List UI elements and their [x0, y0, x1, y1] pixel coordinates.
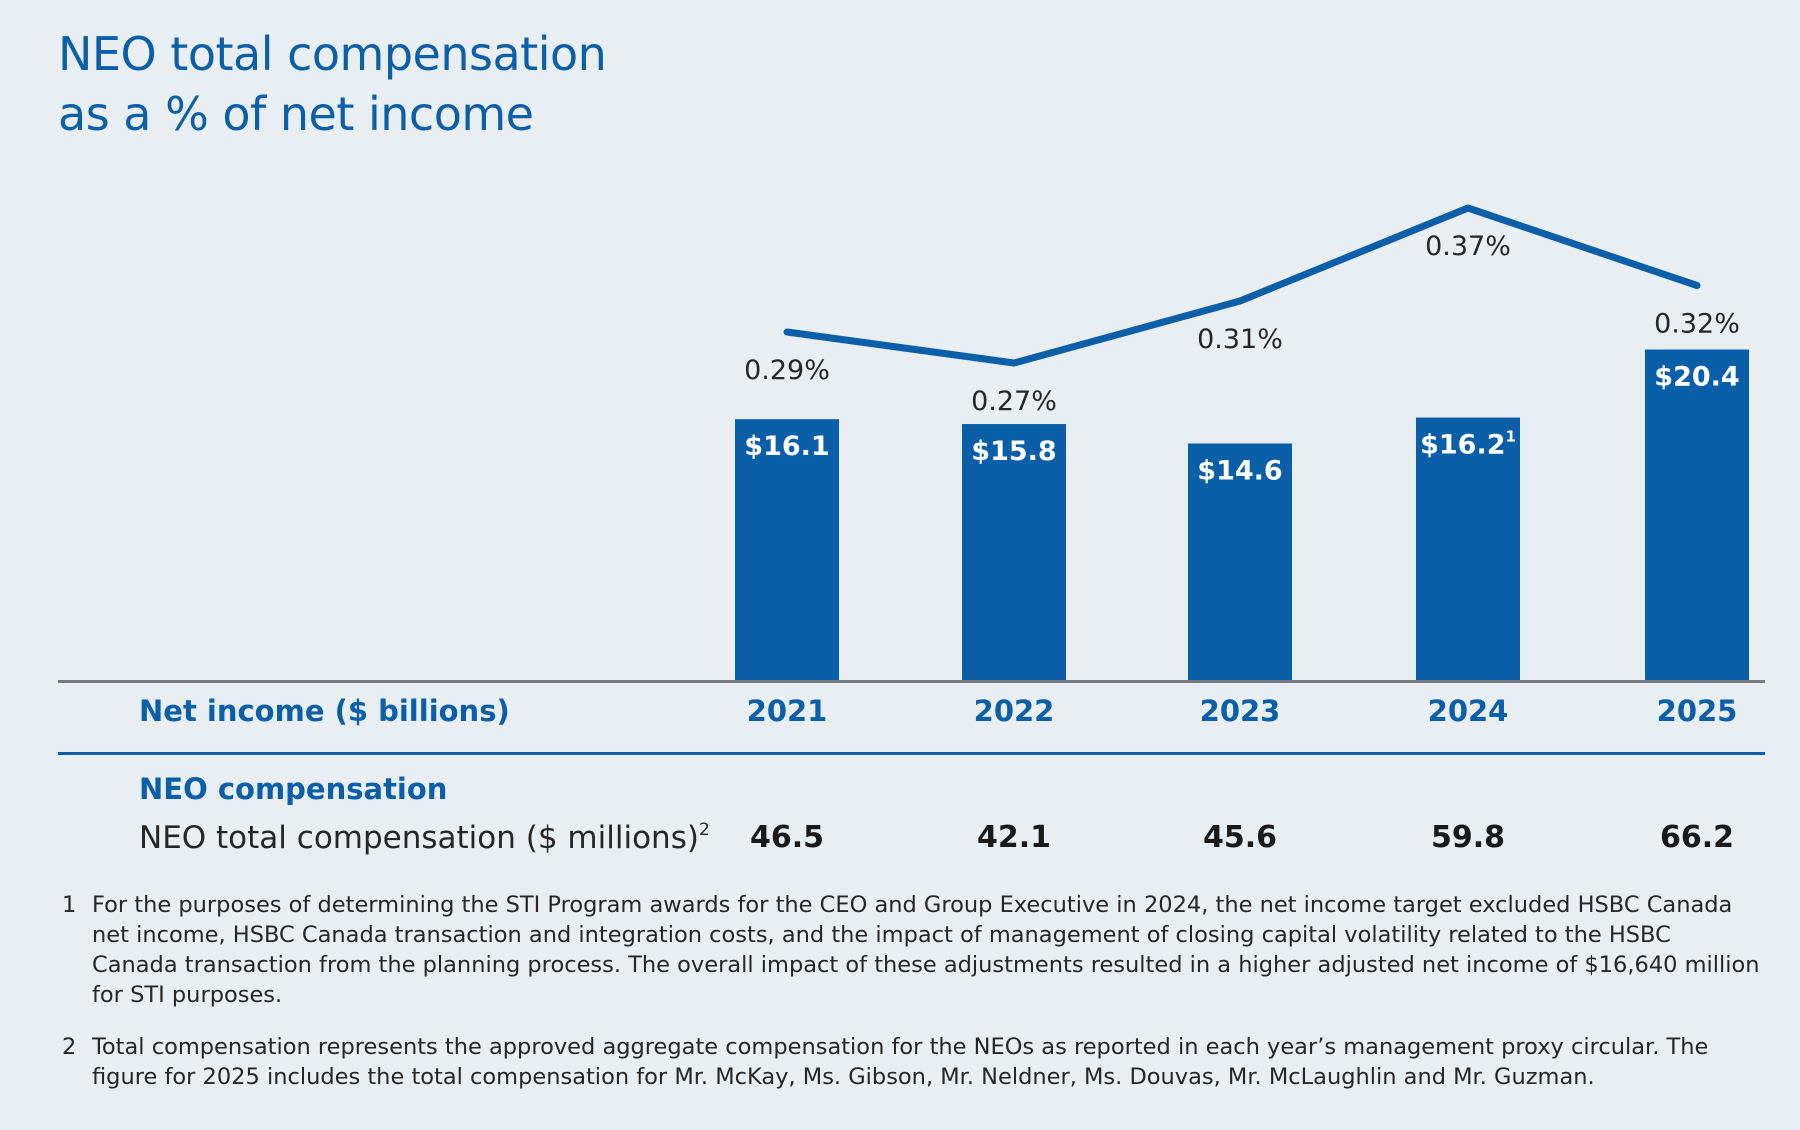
- year-label-2021: 2021: [746, 694, 828, 728]
- footnote-1-text: For the purposes of determining the STI …: [92, 892, 1760, 1008]
- bar-value-label-2022: $15.8: [971, 436, 1056, 467]
- net-income-row-label: Net income ($ billions): [139, 694, 510, 728]
- year-label-2025: 2025: [1656, 694, 1738, 728]
- bar-2021: [735, 419, 839, 680]
- chart-title-line-2: as a % of net income: [58, 87, 534, 141]
- neo-compensation-heading: NEO compensation: [139, 772, 448, 806]
- percent-label-2024: 0.37%: [1425, 231, 1511, 262]
- footnote-1-number: 1: [62, 892, 77, 918]
- chart-title: NEO total compensation as a % of net inc…: [58, 24, 607, 144]
- compensation-value-2022: 42.1: [976, 820, 1052, 855]
- bar-2024: [1416, 417, 1520, 680]
- percent-of-net-income-line: [783, 204, 1701, 367]
- bar-value-label-2024: $16.21: [1420, 428, 1516, 461]
- compensation-value-2021: 46.5: [749, 820, 825, 855]
- neo-total-compensation-label-text: NEO total compensation ($ millions): [139, 820, 699, 856]
- chart-title-line-1: NEO total compensation: [58, 27, 607, 81]
- chart-area: $16.1 $15.8 $14.6 $16.21 $20.4 0.29% 0.27% 0.31…: [735, 204, 1749, 680]
- bar-2025: [1645, 349, 1749, 680]
- footnote-ref-1: 1: [1505, 428, 1515, 446]
- section-divider: [58, 752, 1765, 755]
- bar-value-label-2023: $14.6: [1197, 455, 1282, 486]
- footnote-2: 2 Total compensation represents the appr…: [62, 1032, 1762, 1092]
- percent-label-2021: 0.29%: [744, 355, 830, 386]
- percent-label-2025: 0.32%: [1654, 309, 1740, 340]
- compensation-value-2023: 45.6: [1202, 820, 1278, 855]
- neo-total-compensation-label: NEO total compensation ($ millions)2: [139, 820, 710, 856]
- x-axis-line: [58, 680, 1765, 683]
- percent-label-2022: 0.27%: [971, 386, 1057, 417]
- footnote-ref-2: 2: [698, 820, 710, 840]
- footnote-1: 1 For the purposes of determining the ST…: [62, 890, 1762, 1010]
- bar-value-label-2025: $20.4: [1654, 362, 1739, 393]
- compensation-value-2025: 66.2: [1659, 820, 1735, 855]
- year-label-2022: 2022: [973, 694, 1055, 728]
- footnote-2-text: Total compensation represents the approv…: [92, 1034, 1709, 1090]
- year-label-2023: 2023: [1199, 694, 1281, 728]
- bar-value-label-2021: $16.1: [744, 431, 829, 462]
- compensation-value-2024: 59.8: [1430, 820, 1506, 855]
- bar-2022: [962, 424, 1066, 680]
- percent-label-2023: 0.31%: [1197, 324, 1283, 355]
- year-label-2024: 2024: [1427, 694, 1509, 728]
- footnote-2-number: 2: [62, 1034, 77, 1060]
- bar-2023: [1188, 443, 1292, 680]
